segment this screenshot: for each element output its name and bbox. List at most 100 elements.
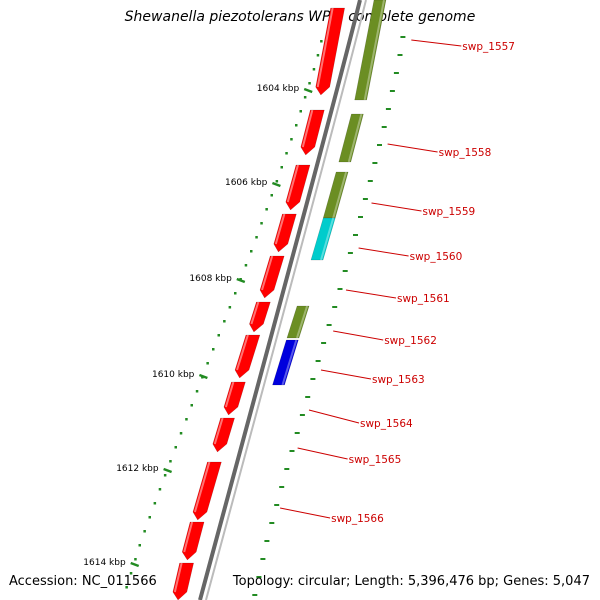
kbp-tick-label: 1606 kbp xyxy=(225,178,268,188)
cds-arrow-highlight xyxy=(301,109,314,148)
gene-label: swp_1564 xyxy=(360,418,413,430)
scale-dot xyxy=(290,138,293,141)
cds-arrow-highlight xyxy=(261,255,274,291)
outer-mark xyxy=(342,270,348,272)
cds-arrow-highlight xyxy=(316,7,334,88)
feature-olive xyxy=(286,305,310,339)
outer-mark xyxy=(299,414,305,416)
outer-mark xyxy=(305,396,311,398)
cds-arrow xyxy=(285,164,311,211)
cds-arrow-highlight xyxy=(236,334,249,371)
scale-dot xyxy=(148,516,151,519)
outer-mark xyxy=(362,198,368,200)
gene-label: swp_1557 xyxy=(462,41,515,53)
scale-dot xyxy=(234,292,237,295)
kbp-tick xyxy=(271,181,281,188)
feature-olive-highlight xyxy=(296,305,309,339)
feature-olive-highlight xyxy=(332,171,348,219)
gene-label: swp_1561 xyxy=(397,293,450,305)
outer-mark xyxy=(315,360,321,362)
scale-dot xyxy=(303,96,307,99)
outer-mark xyxy=(321,342,327,344)
gene-label: swp_1563 xyxy=(372,374,425,386)
outer-mark xyxy=(279,486,285,488)
scale-dot xyxy=(206,362,209,365)
gene-label: swp_1566 xyxy=(331,513,384,525)
cds-arrow xyxy=(181,521,205,561)
gene-leader-line xyxy=(297,447,348,460)
scale-dot xyxy=(280,166,283,169)
cds-arrow-highlight xyxy=(286,164,299,203)
cds-arrow-highlight xyxy=(274,213,286,245)
scale-dot xyxy=(179,432,183,435)
gene-leader-line xyxy=(320,369,372,380)
outer-mark xyxy=(381,126,387,128)
scale-dot xyxy=(270,194,273,197)
kbp-tick-label: 1604 kbp xyxy=(257,84,300,94)
outer-mark xyxy=(332,306,338,308)
outer-mark xyxy=(256,576,262,578)
outer-mark xyxy=(353,234,358,236)
outer-mark xyxy=(337,288,343,290)
scale-dot xyxy=(312,68,316,71)
feature-olive xyxy=(354,0,387,101)
feature-olive xyxy=(338,113,364,163)
cds-arrow xyxy=(273,213,297,253)
gene-label: swp_1562 xyxy=(384,335,437,347)
cds-arrow xyxy=(234,334,261,379)
outer-mark xyxy=(284,468,290,470)
gene-leader-line xyxy=(345,289,397,299)
outer-mark xyxy=(252,594,258,596)
scale-dot xyxy=(163,474,167,477)
scale-dot xyxy=(153,502,157,505)
feature-olive-highlight xyxy=(363,0,385,101)
scale-dot xyxy=(223,320,226,323)
cds-arrow-highlight xyxy=(213,417,224,445)
scale-dot xyxy=(265,208,268,211)
scale-dot xyxy=(295,124,298,127)
scale-dot xyxy=(255,236,258,239)
outer-mark xyxy=(260,558,266,560)
kbp-tick-label: 1614 kbp xyxy=(83,558,126,568)
outer-mark xyxy=(269,522,275,524)
outer-mark xyxy=(367,180,373,182)
gene-leader-line xyxy=(411,39,462,47)
gene-leader-line xyxy=(333,330,384,341)
scale-dot xyxy=(129,572,133,575)
scale-dot xyxy=(212,348,215,351)
scale-dot xyxy=(275,180,279,183)
outer-mark xyxy=(389,90,395,92)
gene-label: swp_1558 xyxy=(439,147,492,159)
cds-arrow xyxy=(192,461,222,521)
scale-dot xyxy=(143,530,146,533)
scale-dot xyxy=(134,558,137,561)
cds-arrow xyxy=(172,562,194,600)
scale-dot xyxy=(217,334,220,337)
scale-dot xyxy=(228,306,232,309)
scale-dot xyxy=(316,54,320,57)
cds-arrow-highlight xyxy=(183,521,194,553)
scale-dot xyxy=(299,110,302,113)
cds-arrow xyxy=(259,255,285,299)
kbp-tick-label: 1610 kbp xyxy=(152,370,195,380)
gene-label: swp_1559 xyxy=(423,206,476,218)
scale-dot xyxy=(169,460,172,463)
gene-leader-line xyxy=(371,202,422,212)
outer-mark xyxy=(326,324,332,326)
gene-leader-line xyxy=(358,247,409,257)
gene-leader-line xyxy=(280,507,331,519)
scale-dot xyxy=(320,40,323,43)
scale-dot xyxy=(190,404,193,407)
accession-label: Accession: NC_011566 xyxy=(9,574,157,589)
feature-blue xyxy=(272,339,299,386)
outer-mark xyxy=(372,162,378,164)
scale-dot xyxy=(125,586,128,589)
scale-dot xyxy=(195,390,199,393)
feature-blue-highlight xyxy=(281,339,298,386)
outer-mark xyxy=(385,108,391,110)
outer-mark xyxy=(377,144,382,146)
scale-dot xyxy=(185,418,188,421)
outer-mark xyxy=(400,36,406,38)
kbp-tick xyxy=(303,87,313,94)
cds-arrow-highlight xyxy=(173,562,183,593)
